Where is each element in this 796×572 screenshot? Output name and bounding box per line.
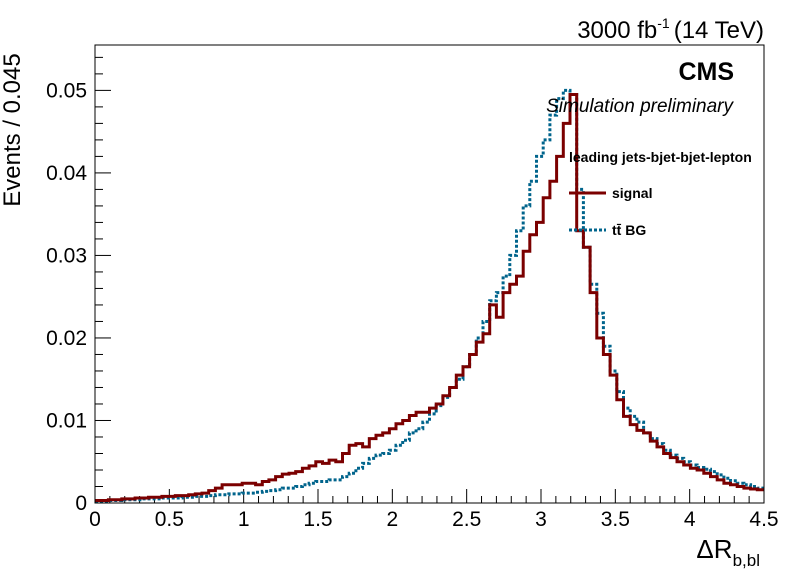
legend: leading jets-bjet-bjet-lepton signal tt̄… — [569, 149, 752, 238]
x-tick-label: 1 — [238, 508, 250, 531]
x-tick-label: 2 — [386, 508, 398, 531]
x-tick-label: 1.5 — [303, 508, 332, 531]
y-axis-title: Events / 0.045 — [0, 53, 26, 206]
y-tick-labels: 0 0.01 0.02 0.03 0.04 0.05 — [46, 79, 87, 515]
x-tick-label: 4 — [684, 508, 696, 531]
ttbar-bg-histogram — [95, 88, 764, 503]
x-tick-label: 4.5 — [749, 508, 778, 531]
x-tick-label: 3 — [535, 508, 547, 531]
y-tick-label: 0.05 — [46, 79, 87, 102]
y-tick-label: 0.04 — [46, 162, 87, 185]
y-tick-label: 0.02 — [46, 327, 87, 350]
axis-ticks — [94, 56, 765, 504]
series-layer — [95, 88, 764, 503]
status-label: Simulation preliminary — [546, 96, 734, 117]
legend-signal-label: signal — [612, 185, 652, 201]
luminosity-exponent: -1 — [657, 15, 670, 31]
x-tick-label: 0.5 — [155, 508, 184, 531]
luminosity-value: 3000 fb — [577, 17, 657, 44]
x-axis-title-subscript: b,bl — [733, 551, 760, 570]
luminosity-label: 3000 fb-1 (14 TeV) — [577, 15, 764, 44]
x-tick-label: 3.5 — [601, 508, 630, 531]
legend-header: leading jets-bjet-bjet-lepton — [569, 149, 752, 165]
plot-frame — [94, 44, 765, 504]
legend-ttbar-label: tt̄ BG — [612, 222, 646, 238]
y-tick-label: 0 — [75, 492, 87, 515]
y-tick-label: 0.03 — [46, 244, 87, 267]
experiment-label: CMS — [678, 58, 734, 86]
x-tick-label: 2.5 — [452, 508, 481, 531]
signal-histogram — [95, 93, 764, 502]
x-tick-label: 0 — [89, 508, 101, 531]
energy-label: (14 TeV) — [674, 17, 764, 44]
x-axis-title-main: ΔR — [696, 534, 732, 564]
y-tick-label: 0.01 — [46, 409, 87, 432]
x-axis-title: ΔRb,bl — [696, 534, 760, 570]
x-tick-labels: 0 0.5 1 1.5 2 2.5 3 3.5 4 4.5 — [89, 508, 778, 531]
